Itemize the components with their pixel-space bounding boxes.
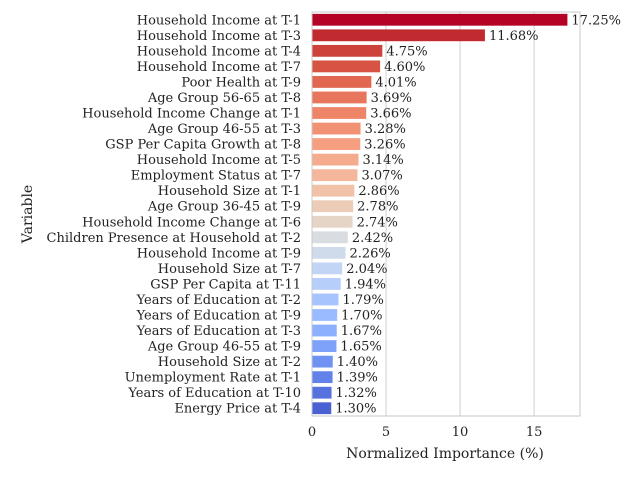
category-label: Age Group 56-65 at T-8 bbox=[147, 91, 301, 106]
bar bbox=[312, 324, 337, 337]
bar bbox=[312, 262, 343, 275]
category-label: Poor Health at T-9 bbox=[181, 75, 301, 90]
value-label: 2.74% bbox=[357, 215, 398, 230]
category-label: Household Income Change at T-6 bbox=[82, 215, 301, 230]
value-label: 3.28% bbox=[365, 122, 406, 137]
category-label: Years of Education at T-3 bbox=[136, 324, 301, 339]
plot-border bbox=[311, 11, 581, 417]
value-label: 4.60% bbox=[384, 60, 425, 75]
bar bbox=[312, 293, 339, 306]
y-axis-title: Variable bbox=[20, 185, 36, 244]
category-label: Age Group 36-45 at T-9 bbox=[147, 200, 301, 215]
value-label: 1.32% bbox=[336, 386, 377, 401]
category-label: Children Presence at Household at T-2 bbox=[47, 231, 301, 246]
category-label: Age Group 46-55 at T-9 bbox=[147, 340, 301, 355]
bar bbox=[312, 107, 367, 119]
value-label: 2.86% bbox=[358, 184, 399, 199]
category-label: Years of Education at T-10 bbox=[127, 386, 301, 401]
category-label: Household Size at T-7 bbox=[158, 262, 301, 277]
value-label: 3.07% bbox=[361, 169, 402, 184]
value-label: 4.75% bbox=[386, 44, 427, 59]
value-label: 4.01% bbox=[375, 75, 416, 90]
category-label: Age Group 46-55 at T-3 bbox=[147, 122, 301, 137]
bar bbox=[312, 153, 359, 166]
value-label: 1.39% bbox=[337, 371, 378, 386]
value-label: 1.65% bbox=[340, 340, 381, 355]
category-label: Household Income at T-3 bbox=[137, 29, 301, 44]
bar bbox=[312, 138, 361, 150]
category-label: Household Size at T-1 bbox=[158, 184, 301, 199]
value-label: 1.70% bbox=[341, 309, 382, 324]
bar bbox=[312, 200, 354, 213]
value-label: 3.26% bbox=[364, 138, 405, 153]
bar bbox=[312, 340, 337, 352]
bar bbox=[312, 13, 568, 26]
value-label: 1.94% bbox=[345, 277, 386, 292]
category-label: Unemployment Rate at T-1 bbox=[125, 371, 301, 386]
value-label: 3.66% bbox=[370, 107, 411, 122]
category-label: Household Income at T-4 bbox=[137, 44, 301, 59]
bar bbox=[312, 402, 332, 415]
category-label: Household Income at T-5 bbox=[137, 153, 301, 168]
bar bbox=[312, 184, 355, 197]
category-label: GSP Per Capita at T-11 bbox=[150, 277, 301, 292]
category-label: Employment Status at T-7 bbox=[131, 169, 301, 184]
x-tick-label: 0 bbox=[308, 425, 316, 440]
bar bbox=[312, 122, 361, 135]
bar bbox=[312, 215, 353, 228]
bar bbox=[312, 44, 383, 57]
value-label: 17.25% bbox=[571, 13, 621, 28]
category-label: Household Income at T-7 bbox=[137, 60, 301, 75]
value-label: 1.30% bbox=[335, 402, 376, 417]
bar bbox=[312, 278, 341, 290]
value-label: 2.42% bbox=[352, 231, 393, 246]
x-axis-title: Normalized Importance (%) bbox=[346, 446, 544, 462]
value-label: 1.67% bbox=[341, 324, 382, 339]
value-label: 2.26% bbox=[349, 246, 390, 261]
plot-frame bbox=[311, 11, 581, 417]
bar bbox=[312, 76, 372, 88]
value-label: 2.04% bbox=[346, 262, 387, 277]
bars bbox=[312, 13, 568, 415]
x-tick-labels: 0 5 10 15 bbox=[308, 425, 543, 440]
category-label: Household Income at T-9 bbox=[137, 246, 301, 261]
value-label: 2.78% bbox=[357, 200, 398, 215]
bar bbox=[312, 91, 367, 104]
x-tick-label: 10 bbox=[452, 425, 469, 440]
bar bbox=[312, 371, 333, 384]
x-tick-label: 5 bbox=[382, 425, 390, 440]
value-label: 1.40% bbox=[337, 355, 378, 370]
bar bbox=[312, 386, 332, 399]
category-label: GSP Per Capita Growth at T-8 bbox=[105, 138, 301, 153]
bar bbox=[312, 29, 485, 42]
category-label: Household Size at T-2 bbox=[158, 355, 301, 370]
bar bbox=[312, 355, 333, 368]
category-label: Energy Price at T-4 bbox=[174, 402, 301, 417]
bar bbox=[312, 231, 348, 244]
x-tick-label: 15 bbox=[526, 425, 543, 440]
bar bbox=[312, 169, 358, 182]
category-label: Years of Education at T-9 bbox=[136, 309, 301, 324]
category-label: Household Income at T-1 bbox=[137, 13, 301, 28]
category-label: Years of Education at T-2 bbox=[136, 293, 301, 308]
bar bbox=[312, 309, 338, 321]
bar bbox=[312, 246, 346, 259]
bar bbox=[312, 60, 381, 73]
value-label: 3.14% bbox=[362, 153, 403, 168]
value-label: 11.68% bbox=[489, 29, 539, 44]
category-label: Household Income Change at T-1 bbox=[82, 107, 301, 122]
value-label: 3.69% bbox=[371, 91, 412, 106]
value-labels: 17.25%11.68%4.75%4.60%4.01%3.69%3.66%3.2… bbox=[335, 13, 621, 416]
value-label: 1.79% bbox=[343, 293, 384, 308]
